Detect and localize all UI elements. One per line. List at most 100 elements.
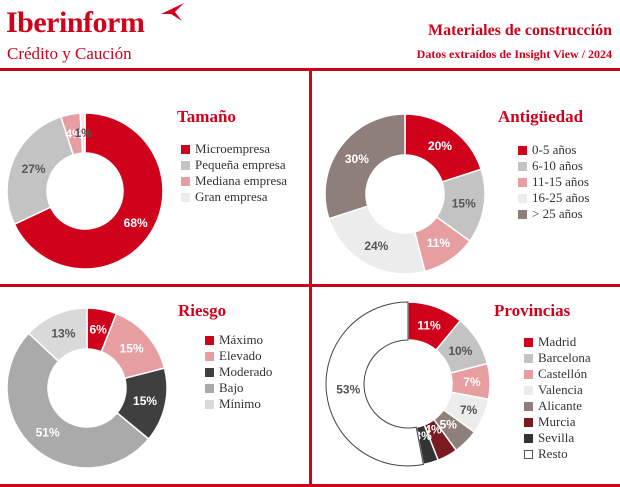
legend-label: 0-5 años bbox=[532, 142, 577, 157]
legend-item: Mínimo bbox=[205, 396, 272, 412]
legend-item: Murcia bbox=[524, 414, 591, 430]
data-label: 24% bbox=[364, 239, 388, 253]
legend-swatch bbox=[205, 383, 214, 393]
data-label: 7% bbox=[463, 375, 481, 389]
legend-swatch bbox=[518, 177, 527, 187]
legend-label: Murcia bbox=[538, 414, 576, 429]
donut-slice-5 bbox=[324, 113, 406, 220]
data-label: 53% bbox=[336, 383, 360, 397]
legend-swatch bbox=[518, 161, 527, 171]
header: Iberinform Crédito y Caución Materiales … bbox=[0, 0, 620, 68]
legend-swatch bbox=[181, 176, 190, 186]
legend-item: Sevilla bbox=[524, 430, 591, 446]
data-label: 7% bbox=[460, 403, 478, 417]
legend-item: Mediana empresa bbox=[181, 173, 287, 189]
chart-title-tamano: Tamaño bbox=[177, 107, 236, 126]
data-label: 11% bbox=[427, 236, 451, 250]
bottom-divider bbox=[0, 484, 620, 487]
data-label: 10% bbox=[448, 344, 472, 358]
legend-label: > 25 años bbox=[532, 206, 583, 221]
legend-swatch bbox=[518, 193, 527, 203]
donut-chart-provincias: 11%10%7%7%5%4%3%53% bbox=[325, 301, 491, 467]
data-label: 4% bbox=[65, 127, 83, 141]
legend-label: Valencia bbox=[538, 382, 583, 397]
legend-label: Resto bbox=[538, 446, 568, 461]
legend-item: Pequeña empresa bbox=[181, 157, 287, 173]
legend-item: Bajo bbox=[205, 380, 272, 396]
legend-label: Sevilla bbox=[538, 430, 575, 445]
legend-swatch bbox=[524, 449, 533, 459]
legend-item: Moderado bbox=[205, 364, 272, 380]
legend-label: Microempresa bbox=[195, 141, 271, 156]
data-label: 27% bbox=[22, 162, 46, 176]
top-column-divider bbox=[309, 71, 312, 284]
legend-item: Madrid bbox=[524, 334, 591, 350]
legend-item: Microempresa bbox=[181, 141, 287, 157]
legend-provincias: Madrid Barcelona Castellón Valencia Alic… bbox=[524, 334, 591, 462]
panel-provincias: 11% 10% 7% 7% 5% 4% 3% 53% Provincias Madrid Ba… bbox=[312, 287, 620, 484]
legend-swatch bbox=[524, 417, 533, 427]
data-label: 15% bbox=[120, 342, 144, 356]
donut-slice-4 bbox=[327, 205, 426, 275]
legend-swatch bbox=[524, 353, 533, 363]
donut-slice-4 bbox=[79, 112, 86, 154]
data-label: 51% bbox=[36, 426, 60, 440]
data-label: 30% bbox=[345, 152, 369, 166]
legend-swatch bbox=[205, 351, 214, 361]
legend-item: Alicante bbox=[524, 398, 591, 414]
chart-title-riesgo: Riesgo bbox=[178, 301, 227, 320]
panel-antiguedad: 20% 15% 11% 24% 30% Antigüedad 0-5 años 6-10… bbox=[312, 71, 620, 284]
legend-swatch bbox=[205, 399, 214, 409]
legend-item: Barcelona bbox=[524, 350, 591, 366]
panel-riesgo: 6% 15% 15% 51% 13% Riesgo Máximo Elevado Mod… bbox=[0, 287, 308, 484]
legend-antiguedad: 0-5 años 6-10 años 11-15 años 16-25 años… bbox=[518, 142, 589, 222]
legend-item: Máximo bbox=[205, 332, 272, 348]
legend-swatch bbox=[524, 337, 533, 347]
legend-item: Castellón bbox=[524, 366, 591, 382]
legend-label: 16-25 años bbox=[532, 190, 590, 205]
legend-label: Castellón bbox=[538, 366, 588, 381]
legend-swatch bbox=[181, 160, 190, 170]
chart-title-antiguedad: Antigüedad bbox=[498, 107, 584, 126]
donut-slice-5 bbox=[27, 307, 88, 363]
chart-title-provincias: Provincias bbox=[494, 301, 571, 320]
legend-label: Elevado bbox=[219, 348, 262, 363]
donut-slice-4 bbox=[6, 332, 150, 469]
legend-item: > 25 años bbox=[518, 206, 589, 222]
legend-label: 11-15 años bbox=[532, 174, 589, 189]
page-subtitle: Datos extraídos de Insight View / 2024 bbox=[416, 47, 612, 61]
legend-swatch bbox=[205, 367, 214, 377]
legend-item: 0-5 años bbox=[518, 142, 589, 158]
legend-swatch bbox=[181, 192, 190, 202]
bottom-column-divider bbox=[309, 287, 312, 484]
legend-label: Gran empresa bbox=[195, 189, 268, 204]
data-label: 13% bbox=[51, 326, 75, 340]
donut-slice-1 bbox=[13, 112, 164, 270]
legend-label: Bajo bbox=[219, 380, 244, 395]
data-label: 68% bbox=[124, 216, 148, 230]
legend-riesgo: Máximo Elevado Moderado Bajo Mínimo bbox=[205, 332, 272, 412]
data-label: 6% bbox=[89, 323, 107, 337]
data-label: 5% bbox=[440, 417, 458, 431]
legend-label: Madrid bbox=[538, 334, 577, 349]
legend-swatch bbox=[524, 385, 533, 395]
donut-chart-antiguedad: 20% 15% 11% 24% 30% bbox=[324, 113, 486, 275]
page-title: Materiales de construcción bbox=[428, 22, 612, 39]
data-label: 20% bbox=[428, 139, 452, 153]
legend-swatch bbox=[524, 369, 533, 379]
middle-divider bbox=[0, 284, 620, 287]
legend-tamano: Microempresa Pequeña empresa Mediana emp… bbox=[181, 141, 287, 205]
legend-item: Elevado bbox=[205, 348, 272, 364]
legend-label: Moderado bbox=[219, 364, 273, 379]
legend-item: Valencia bbox=[524, 382, 591, 398]
legend-item: 11-15 años bbox=[518, 174, 589, 190]
donut-chart-riesgo: 6% 15% 15% 51% 13% bbox=[6, 307, 168, 469]
header-divider bbox=[0, 68, 620, 71]
legend-label: Pequeña empresa bbox=[195, 157, 286, 172]
legend-item: Gran empresa bbox=[181, 189, 287, 205]
donut-chart-tamano: 68% 27% 4%1% bbox=[6, 112, 164, 270]
legend-label: 6-10 años bbox=[532, 158, 583, 173]
data-label: 1% bbox=[75, 126, 93, 140]
legend-label: Mínimo bbox=[219, 396, 261, 411]
donut-slice-8 bbox=[325, 301, 424, 467]
